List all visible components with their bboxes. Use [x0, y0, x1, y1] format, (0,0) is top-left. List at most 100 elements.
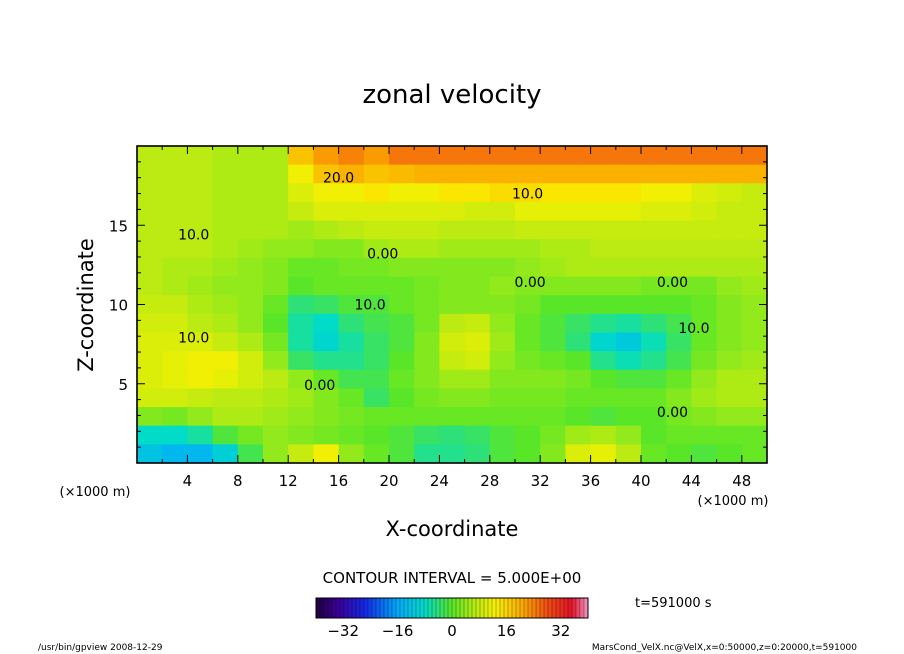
colorbar-segment [407, 597, 413, 619]
y-axis-ticks: 5 10 15 [109, 145, 767, 464]
colorbar-segment [411, 597, 417, 619]
field-cell [590, 183, 617, 203]
field-cell [313, 295, 340, 315]
colorbar-tick-label: 32 [551, 622, 570, 640]
field-cell [565, 407, 592, 427]
field-cell [263, 239, 289, 259]
y-axis-label: Z-coordinate [74, 238, 98, 372]
field-cell [263, 220, 289, 240]
field-cell [313, 220, 340, 240]
field-cell [313, 407, 340, 427]
field-cell [741, 257, 767, 278]
field-cell [237, 183, 264, 203]
contour-label: 0.00 [367, 247, 398, 263]
contour-label: 10.0 [178, 331, 209, 347]
field-cell [666, 146, 692, 166]
colorbar-segment [351, 597, 357, 619]
field-cell [313, 164, 340, 184]
colorbar-segment [551, 597, 557, 619]
field-cell [666, 257, 692, 278]
field-cell [666, 332, 692, 352]
field-cell [691, 201, 718, 222]
field-cell [565, 313, 592, 334]
field-cell [464, 295, 491, 315]
field-cell [363, 388, 390, 408]
field-cell [237, 407, 264, 427]
colorbar-segment [575, 597, 581, 619]
field-cell [187, 425, 214, 445]
field-cell [237, 295, 264, 315]
colorbar-segment [375, 597, 381, 619]
field-cell [489, 183, 516, 203]
field-cell [389, 164, 415, 184]
field-cell [464, 201, 491, 222]
field-cell [288, 201, 314, 222]
field-cell [565, 295, 592, 315]
field-cell [389, 425, 415, 445]
colorbar-segment [443, 597, 449, 619]
field-cell [615, 425, 642, 445]
field-cell [414, 257, 440, 278]
field-cell [313, 351, 340, 371]
field-cell [716, 388, 743, 408]
field-cell [565, 164, 592, 184]
field-cell [615, 295, 642, 315]
field-cell [263, 407, 289, 427]
field-cell [741, 351, 767, 371]
field-cell [741, 164, 767, 184]
field-cell [162, 276, 188, 296]
field-cell [237, 164, 264, 184]
field-cell [137, 295, 163, 315]
field-cell [263, 295, 289, 315]
field-cell [741, 239, 767, 259]
field-cell [641, 276, 667, 296]
field-cell [515, 425, 541, 445]
colorbar-tick-label: 0 [447, 622, 457, 640]
field-cell [187, 351, 214, 371]
field-cell [237, 257, 264, 278]
colorbar-segment [423, 597, 429, 619]
colorbar-segment [483, 597, 489, 619]
field-cell [363, 183, 390, 203]
x-tick-label: 8 [233, 472, 243, 490]
colorbar-segment [383, 597, 389, 619]
field-cell [641, 183, 667, 203]
field-cell [540, 276, 566, 296]
field-cell [641, 351, 667, 371]
colorbar-segment [319, 597, 325, 619]
colorbar-segment [459, 597, 465, 619]
colorbar-segment [567, 597, 573, 619]
colorbar-tick-label: 16 [497, 622, 516, 640]
field-cell [363, 313, 390, 334]
field-cell [263, 388, 289, 408]
field-cell [389, 351, 415, 371]
colorbar-segment [419, 597, 425, 619]
field-cell [666, 444, 692, 463]
colorbar-segment [335, 597, 341, 619]
field-cell [489, 295, 516, 315]
field-cell [565, 425, 592, 445]
field-cell [439, 369, 466, 390]
footer-left: /usr/bin/gpview 2008-12-29 [38, 643, 163, 653]
field-cell [263, 313, 289, 334]
field-cell [414, 295, 440, 315]
field-cell [363, 146, 390, 166]
field-cell [389, 276, 415, 296]
field-cell [187, 369, 214, 390]
field-cell [237, 201, 264, 222]
field-cell [716, 295, 743, 315]
field-cell [691, 444, 718, 463]
field-cell [414, 220, 440, 240]
field-cell [615, 351, 642, 371]
colorbar-segment [507, 597, 513, 619]
field-cell [414, 183, 440, 203]
field-cell [515, 295, 541, 315]
field-cell [489, 220, 516, 240]
field-cell [212, 425, 239, 445]
field-cell [187, 164, 214, 184]
field-cell [212, 201, 239, 222]
field-cell [162, 369, 188, 390]
colorbar-segment [495, 597, 501, 619]
field-cell [565, 332, 592, 352]
